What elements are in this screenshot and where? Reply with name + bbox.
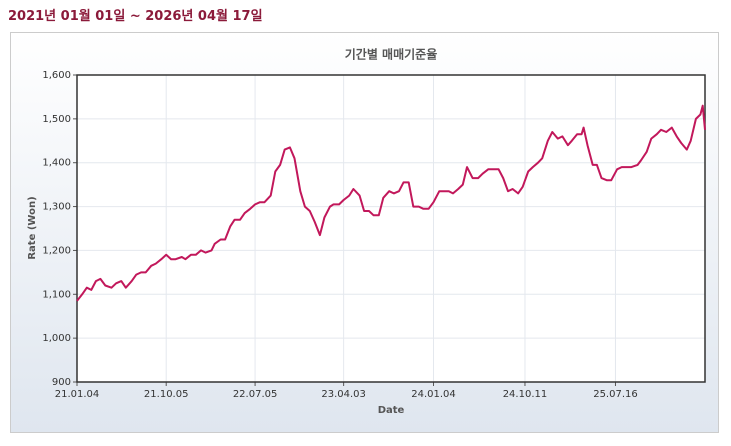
y-tick-label: 1,000 [42, 333, 71, 344]
x-tick-label: 24.01.04 [411, 389, 456, 400]
plot-border [76, 74, 706, 383]
x-tick-label: 21.10.05 [144, 389, 189, 400]
x-tick-label: 25.07.16 [593, 389, 638, 400]
y-axis-label: Rate (Won) [27, 196, 38, 259]
y-tick-label: 900 [52, 377, 71, 388]
x-tick-label: 21.01.04 [55, 389, 100, 400]
y-tick-label: 1,600 [42, 70, 71, 81]
y-tick-label: 1,400 [42, 158, 71, 169]
y-tick-label: 1,300 [42, 202, 71, 213]
x-tick-label: 22.07.05 [233, 389, 278, 400]
x-tick-label: 23.04.03 [321, 389, 366, 400]
y-tick-label: 1,100 [42, 289, 71, 300]
chart-title: 기간별 매매기준율 [345, 47, 438, 62]
y-tick-label: 1,500 [42, 114, 71, 125]
series-line [76, 104, 706, 302]
x-axis-label: Date [378, 405, 405, 416]
x-tick-label: 24.10.11 [503, 389, 548, 400]
period-header: 2021년 01월 01일 ~ 2026년 04월 17일 [8, 9, 263, 24]
plot-area [77, 75, 705, 382]
y-tick-label: 1,200 [42, 245, 71, 256]
